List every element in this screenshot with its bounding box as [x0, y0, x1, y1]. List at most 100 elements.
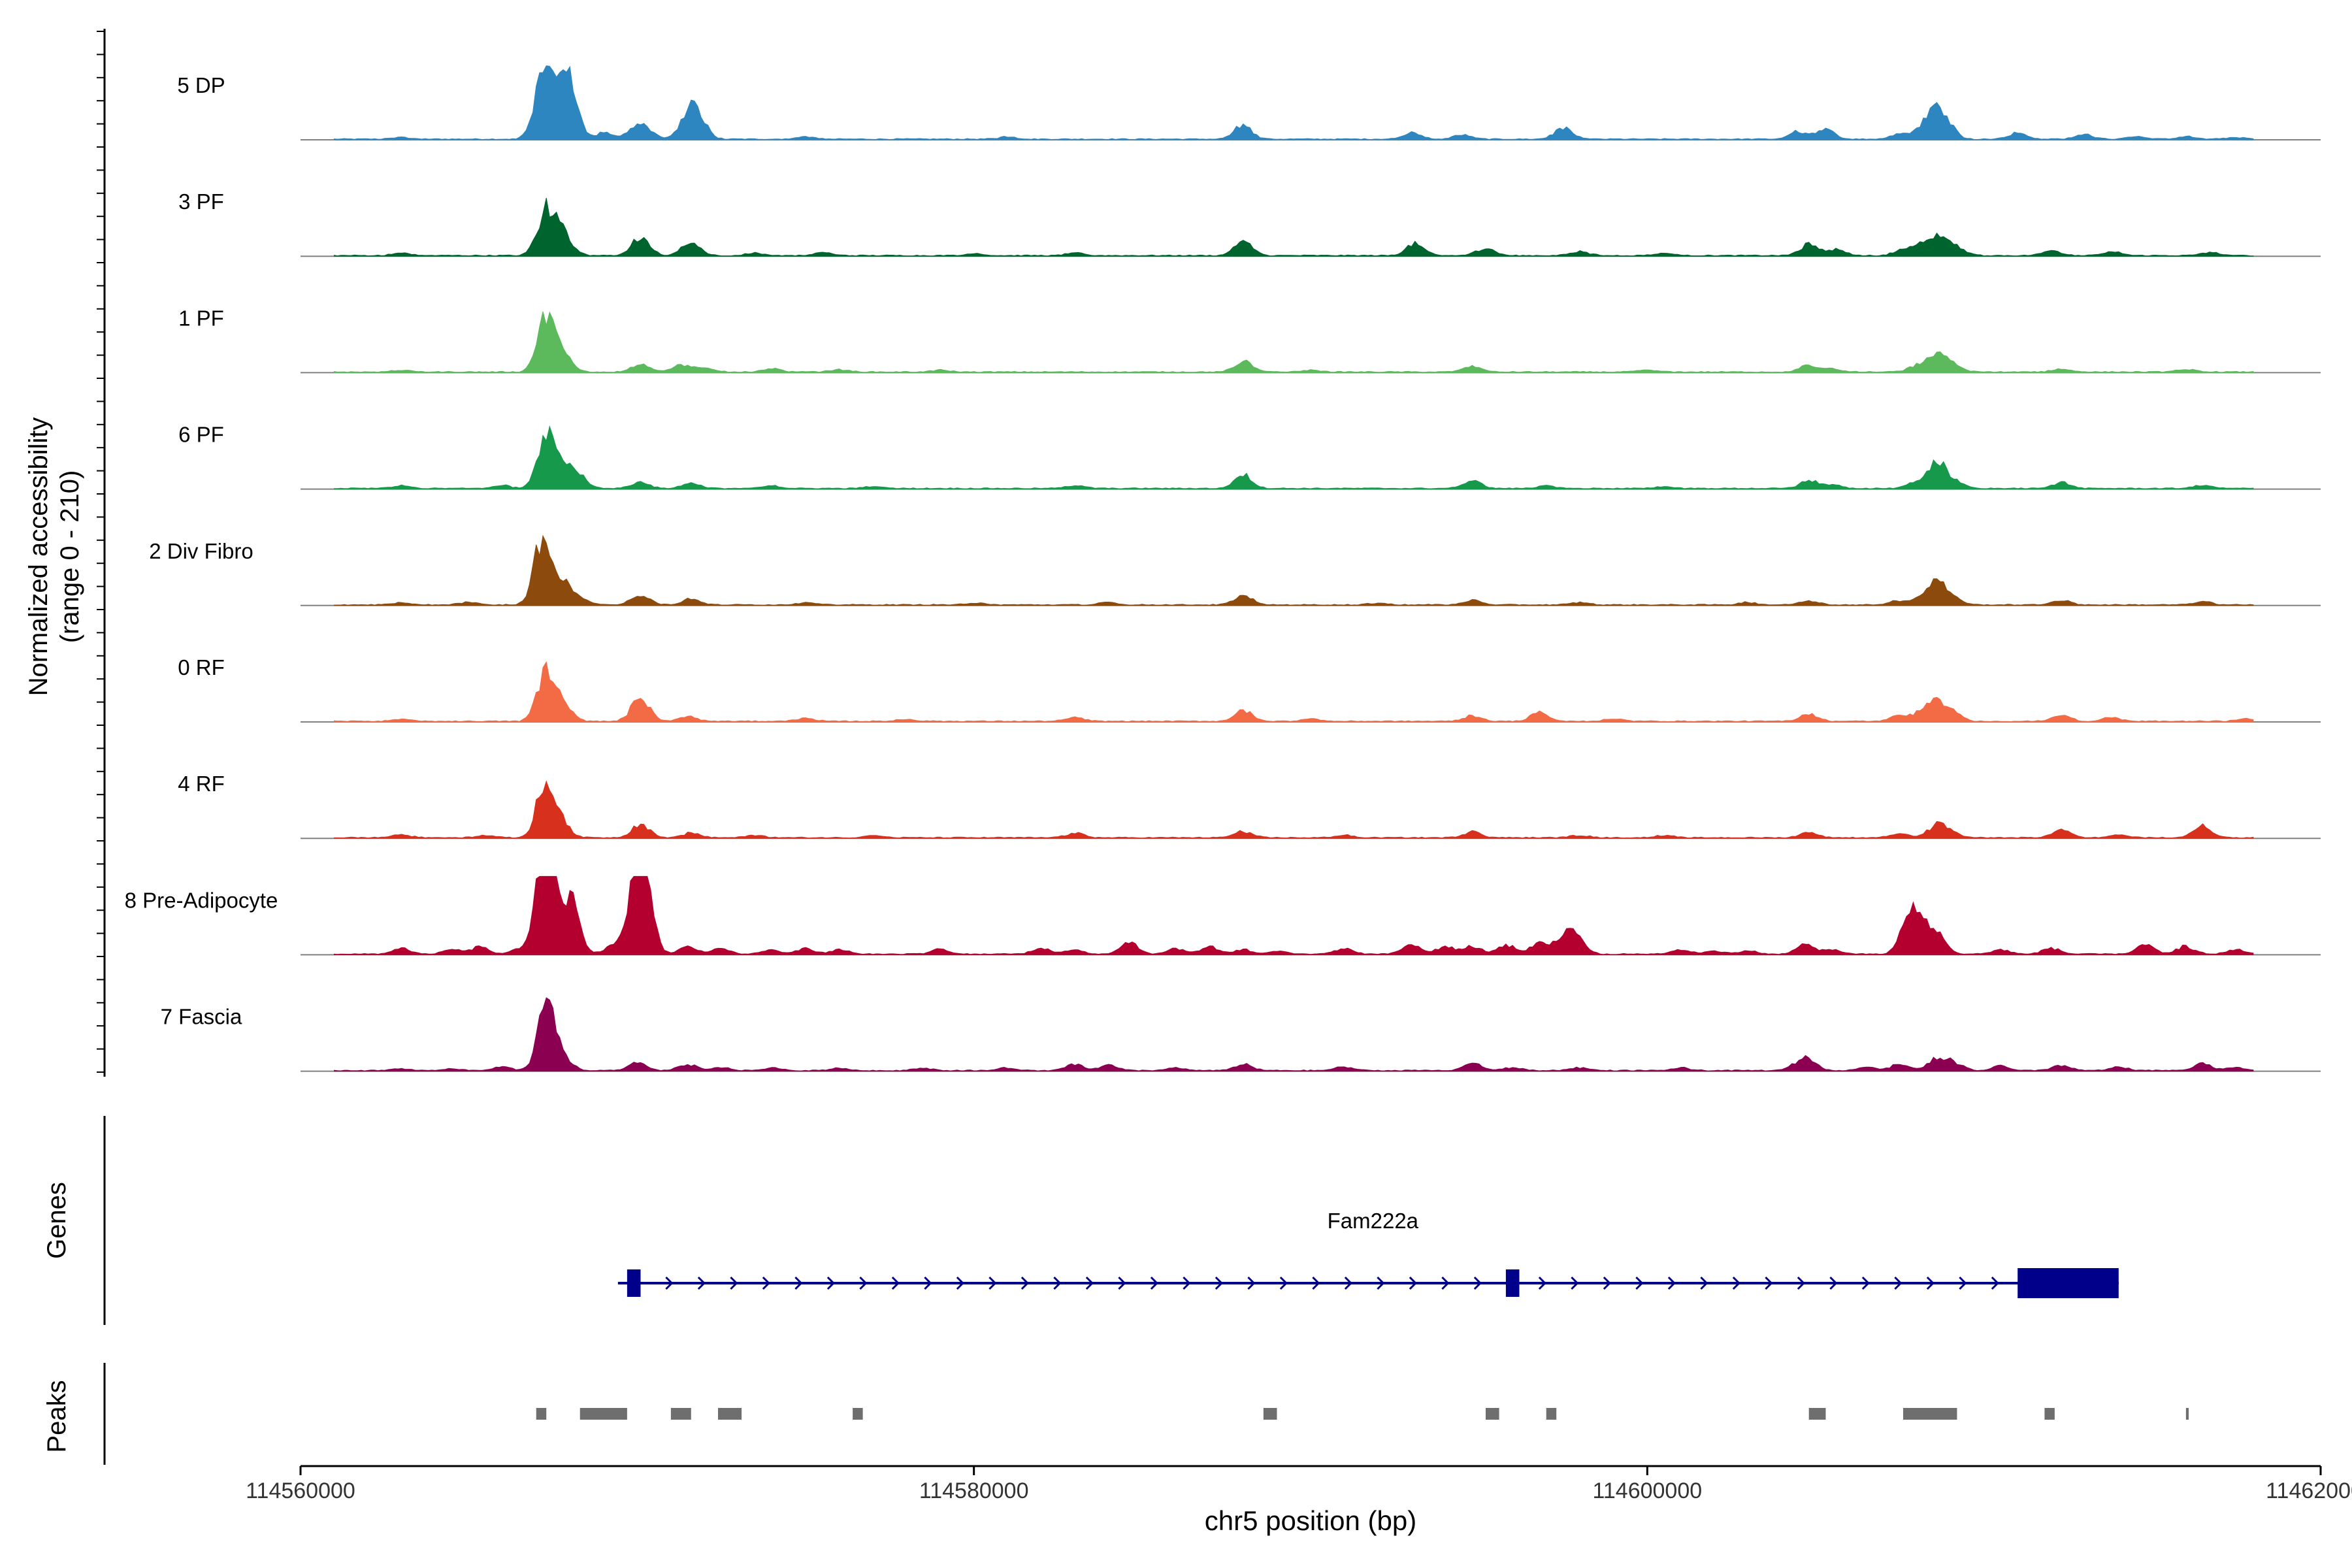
peak-region — [1808, 1408, 1826, 1420]
strand-arrow-icon — [1926, 1276, 1935, 1290]
track-label: 6 PF — [178, 423, 224, 447]
coverage-area — [334, 875, 2254, 955]
peak-region — [536, 1408, 547, 1420]
peak-region — [1903, 1408, 1957, 1420]
peak-region — [2185, 1408, 2189, 1420]
gene-exon — [2017, 1268, 2119, 1298]
track-4-rf: 4 RF — [178, 772, 2321, 840]
strand-arrow-icon — [1829, 1276, 1838, 1290]
track-label: 1 PF — [178, 306, 224, 330]
coverage-area — [334, 780, 2254, 839]
coverage-area — [334, 197, 2254, 257]
strand-arrow-icon — [924, 1276, 932, 1290]
strand-arrow-icon — [1571, 1276, 1579, 1290]
strand-arrow-icon — [1959, 1276, 1967, 1290]
strand-arrow-icon — [956, 1276, 964, 1290]
strand-arrow-icon — [1085, 1276, 1094, 1290]
gene-exon — [1505, 1269, 1520, 1297]
strand-arrow-icon — [1473, 1276, 1482, 1290]
strand-arrow-icon — [988, 1276, 997, 1290]
strand-arrow-icon — [1797, 1276, 1805, 1290]
y-axis-label: Normalized accessibility — [24, 417, 53, 696]
track-label: 4 RF — [178, 772, 225, 796]
coverage-tracks: 5 DP 3 PF 1 PF 6 PF 2 Div Fibro 0 RF 4 RF 8 Pre… — [125, 65, 2321, 1072]
strand-arrow-icon — [1215, 1276, 1223, 1290]
gene-exon — [627, 1269, 641, 1297]
strand-arrow-icon — [730, 1276, 738, 1290]
peak-region — [1485, 1408, 1499, 1420]
strand-arrow-icon — [1861, 1276, 1870, 1290]
strand-arrow-icon — [1894, 1276, 1903, 1290]
strand-arrow-icon — [891, 1276, 900, 1290]
strand-arrow-icon — [1247, 1276, 1256, 1290]
track-3-pf: 3 PF — [178, 189, 2321, 257]
track-7-fascia: 7 Fascia — [161, 997, 2321, 1072]
track-label: 5 DP — [177, 73, 225, 97]
track-2-div-fibro: 2 Div Fibro — [149, 534, 2321, 606]
coverage-area — [334, 661, 2254, 723]
strand-arrow-icon — [1765, 1276, 1773, 1290]
strand-arrow-icon — [1538, 1276, 1546, 1290]
strand-arrow-icon — [1667, 1276, 1676, 1290]
track-0-rf: 0 RF — [178, 655, 2321, 723]
track-8-pre-adipocyte: 8 Pre-Adipocyte — [125, 875, 2321, 956]
peak-region — [718, 1408, 742, 1420]
strand-arrow-icon — [1991, 1276, 1999, 1290]
strand-arrow-icon — [1344, 1276, 1352, 1290]
track-label: 7 Fascia — [161, 1005, 242, 1029]
peak-region — [1263, 1408, 1277, 1420]
track-label: 8 Pre-Adipocyte — [125, 888, 278, 912]
x-tick-label: 114560000 — [246, 1478, 355, 1503]
coverage-area — [334, 311, 2254, 373]
x-tick-label: 114600000 — [1592, 1478, 1702, 1503]
y-axis-range-label: (range 0 - 210) — [56, 470, 84, 644]
strand-arrow-icon — [1279, 1276, 1288, 1290]
strand-arrow-icon — [665, 1276, 674, 1290]
strand-arrow-icon — [859, 1276, 868, 1290]
track-1-pf: 1 PF — [178, 306, 2321, 374]
coverage-area — [334, 65, 2254, 140]
peaks-track-label: Peaks — [42, 1380, 71, 1452]
peak-region — [670, 1408, 691, 1420]
genes-panel: Fam222a — [103, 1116, 2119, 1325]
strand-arrow-icon — [1603, 1276, 1611, 1290]
peak-region — [580, 1408, 627, 1420]
peak-region — [2044, 1408, 2055, 1420]
strand-arrow-icon — [1635, 1276, 1644, 1290]
track-label: 2 Div Fibro — [149, 539, 253, 563]
strand-arrow-icon — [1700, 1276, 1708, 1290]
strand-arrow-icon — [762, 1276, 770, 1290]
strand-arrow-icon — [794, 1276, 803, 1290]
y-axis — [97, 29, 106, 1077]
strand-arrow-icon — [1377, 1276, 1385, 1290]
coverage-area — [334, 997, 2254, 1072]
strand-arrow-icon — [1441, 1276, 1450, 1290]
coverage-area — [334, 534, 2254, 606]
strand-arrow-icon — [1118, 1276, 1126, 1290]
strand-arrow-icon — [1021, 1276, 1029, 1290]
x-tick-label: 114620000 — [2266, 1478, 2352, 1503]
strand-arrow-icon — [1312, 1276, 1320, 1290]
x-tick-label: 114580000 — [919, 1478, 1029, 1503]
strand-arrow-icon — [1732, 1276, 1740, 1290]
genes-track-label: Genes — [42, 1182, 71, 1259]
strand-arrow-icon — [1053, 1276, 1062, 1290]
gene-name: Fam222a — [1328, 1209, 1419, 1233]
peak-region — [1546, 1408, 1557, 1420]
strand-arrow-icon — [697, 1276, 706, 1290]
track-label: 3 PF — [178, 189, 224, 214]
gene-model: Fam222a — [617, 1209, 2119, 1298]
strand-arrow-icon — [1150, 1276, 1158, 1290]
peak-region — [853, 1408, 863, 1420]
x-axis-label: chr5 position (bp) — [1205, 1505, 1417, 1536]
coverage-area — [334, 425, 2254, 490]
track-label: 0 RF — [178, 655, 225, 679]
x-axis: 114560000 114580000 114600000 114620000 — [246, 1465, 2352, 1503]
strand-arrow-icon — [1409, 1276, 1417, 1290]
track-5-dp: 5 DP — [177, 65, 2321, 140]
track-6-pf: 6 PF — [178, 423, 2321, 490]
peaks-panel — [103, 1363, 2189, 1465]
strand-arrow-icon — [1183, 1276, 1191, 1290]
strand-arrow-icon — [826, 1276, 835, 1290]
